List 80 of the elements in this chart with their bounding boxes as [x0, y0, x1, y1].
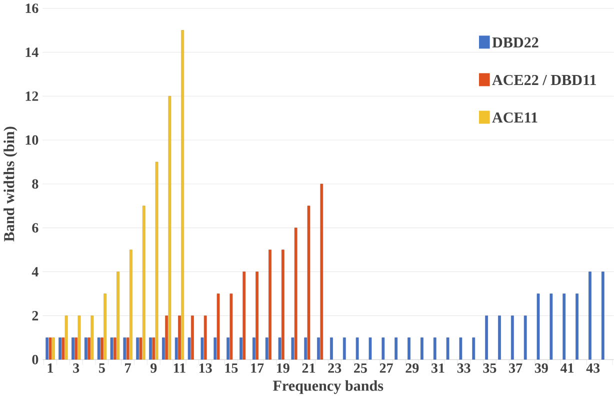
bar [200, 338, 204, 360]
legend-label: DBD22 [492, 38, 538, 48]
bar [420, 338, 424, 360]
x-tick-label: 13 [199, 364, 212, 374]
x-tick-label: 9 [150, 364, 157, 374]
bar [174, 338, 178, 360]
x-tick-label: 31 [432, 364, 444, 374]
bar [368, 338, 372, 360]
y-tick-label: 2 [32, 311, 38, 321]
bar [498, 316, 501, 360]
y-tick-label: 10 [26, 136, 38, 145]
bar [46, 338, 49, 360]
bar [265, 338, 268, 360]
bar [588, 272, 592, 360]
y-tick-label: 12 [26, 92, 38, 101]
bar [72, 338, 74, 360]
y-tick-label: 6 [32, 223, 38, 233]
bar [524, 316, 527, 360]
x-tick-label: 15 [225, 364, 238, 374]
bar [562, 294, 566, 360]
bar [240, 338, 242, 360]
bar [97, 338, 100, 360]
x-tick-label: 25 [354, 364, 367, 374]
x-tick-label: 7 [125, 364, 131, 373]
x-tick-label: 43 [586, 364, 600, 374]
bar [84, 338, 88, 360]
bar [330, 338, 333, 360]
bar [291, 338, 294, 360]
bar [472, 338, 476, 360]
bar [408, 338, 410, 360]
bar [278, 338, 282, 360]
x-tick-label: 41 [560, 364, 574, 373]
bar [511, 316, 514, 360]
x-tick-label: 11 [174, 364, 186, 373]
x-tick-label: 35 [483, 364, 496, 374]
x-axis-title: Frequency bands [272, 380, 384, 394]
y-axis-title: Band widths (bin) [4, 127, 18, 242]
y-tick-label: 4 [32, 267, 38, 277]
bar [601, 272, 604, 360]
x-tick-label: 29 [406, 364, 419, 374]
legend-label: ACE11 [492, 112, 538, 123]
x-tick-label: 33 [457, 364, 470, 374]
x-tick-label: 39 [534, 364, 548, 374]
bar [252, 338, 256, 360]
bar [58, 338, 62, 360]
bar [162, 338, 165, 360]
x-tick-label: 3 [73, 364, 80, 374]
bar [226, 338, 230, 360]
bar [188, 338, 191, 360]
x-tick-label: 21 [302, 364, 316, 373]
bar [536, 294, 540, 360]
bar [317, 338, 320, 360]
x-tick-label: 1 [48, 364, 54, 373]
bar [123, 338, 126, 360]
bar [433, 338, 436, 360]
bar [459, 338, 462, 360]
x-tick-label: 17 [251, 364, 264, 373]
bar [136, 338, 139, 360]
bar [446, 338, 450, 360]
bar [394, 338, 398, 360]
bar [149, 338, 152, 360]
bar [342, 338, 346, 360]
y-tick-label: 16 [26, 4, 38, 14]
y-tick-label: 0 [32, 355, 38, 365]
x-tick-label: 37 [509, 364, 522, 374]
y-tick-label: 8 [32, 179, 38, 189]
legend-label: ACE22 / DBD11 [492, 75, 596, 86]
x-tick-label: 27 [380, 364, 393, 373]
x-tick-label: 19 [277, 364, 290, 374]
y-tick-label: 14 [26, 48, 38, 58]
x-tick-label: 5 [99, 364, 105, 373]
bar [485, 316, 488, 360]
bar [110, 338, 114, 360]
bar [576, 294, 578, 360]
bar [382, 338, 385, 360]
bar [356, 338, 359, 360]
bar [214, 338, 217, 360]
bar [550, 294, 553, 360]
bar [304, 338, 308, 360]
x-tick-label: 23 [328, 364, 342, 374]
